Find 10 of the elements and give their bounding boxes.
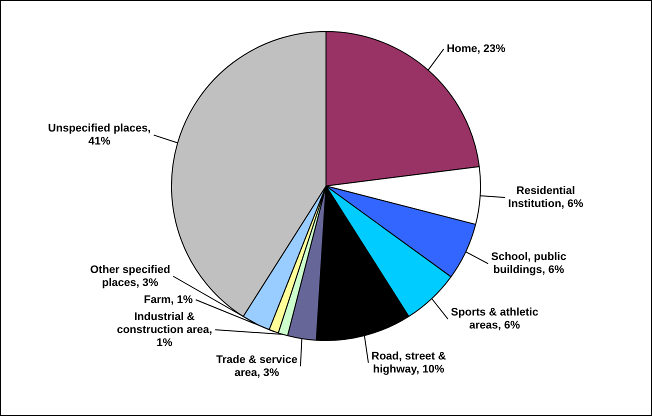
slice-label: Home, 23% [446,43,506,56]
slice-label: Farm, 1% [144,294,194,306]
slice-label: Road, street & highway, 10% [371,350,446,376]
slice-label: Trade & service area, 3% [216,354,298,379]
slice-label: Industrial & construction area, 1% [116,310,212,349]
slice-label: Residential Institution, 6% [508,184,584,210]
slice-label: Sports & athletic areas, 6% [450,306,538,332]
slice-label: School, public buildings, 6% [491,251,566,276]
slice-label: Other specified places, 3% [90,264,170,289]
slice-label: Unspecified places, 41% [48,122,151,148]
